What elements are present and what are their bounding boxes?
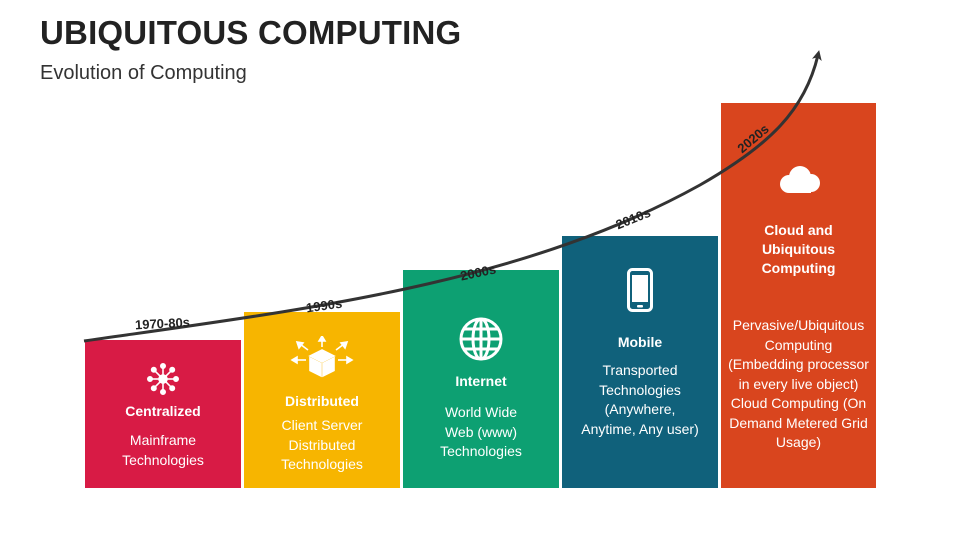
- panel-description: Pervasive/Ubiquitous Computing (Embeddin…: [728, 317, 869, 450]
- smartphone-icon: [562, 268, 718, 312]
- page-title: UBIQUITOUS COMPUTING: [40, 14, 462, 51]
- panel-mobile: Mobile Transported Technologies (Anywher…: [561, 236, 718, 488]
- panel-description: World Wide Web (www) Technologies: [440, 404, 522, 459]
- panel-heading: Distributed: [285, 393, 359, 409]
- panel-description: Transported Technologies (Anywhere, Anyt…: [581, 362, 699, 437]
- panel-description: Mainframe Technologies: [122, 432, 204, 468]
- panel-cloud-ubiquitous: Cloud and Ubiquitous Computing Pervasive…: [720, 103, 876, 488]
- cloud-icon: [721, 165, 876, 195]
- panel-internet: Internet World Wide Web (www) Technologi…: [402, 270, 559, 488]
- panel-heading: Mobile: [617, 334, 663, 350]
- panel-heading: Internet: [455, 373, 507, 389]
- panel-heading: Cloud and Ubiquitous Computing: [761, 222, 836, 276]
- distributed-cube-icon: [244, 336, 400, 384]
- panel-description: Client Server Distributed Technologies: [281, 417, 363, 472]
- panel-centralized: Centralized Mainframe Technologies: [84, 340, 241, 488]
- panel-heading: Centralized: [125, 403, 201, 419]
- hub-network-icon: [85, 362, 241, 396]
- page-subtitle: Evolution of Computing: [40, 62, 247, 84]
- era-label: 1970-80s: [134, 314, 191, 333]
- panel-distributed: Distributed Client Server Distributed Te…: [243, 312, 400, 488]
- globe-icon: [403, 316, 559, 362]
